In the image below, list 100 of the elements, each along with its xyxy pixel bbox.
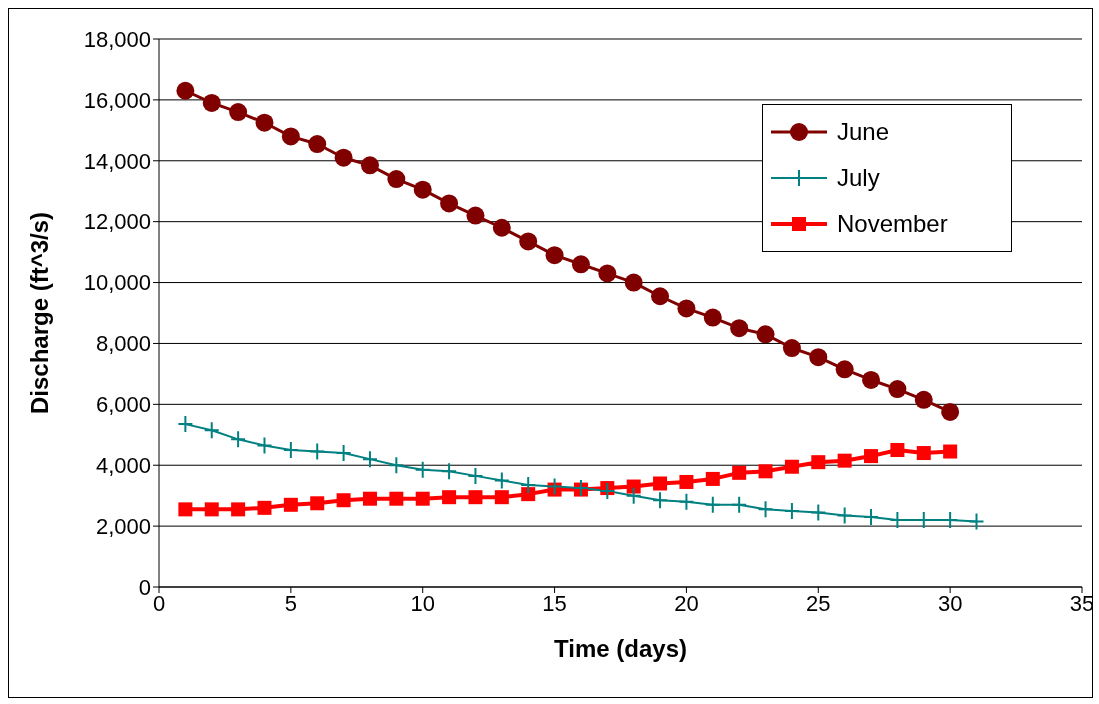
y-tick-label: 4,000 xyxy=(95,453,151,479)
point xyxy=(282,441,299,459)
point xyxy=(625,486,642,505)
point xyxy=(756,325,775,344)
point xyxy=(836,506,853,525)
point xyxy=(705,471,720,486)
point xyxy=(914,390,933,409)
point xyxy=(176,81,195,100)
point xyxy=(810,503,827,522)
point xyxy=(598,264,617,283)
point xyxy=(415,491,430,506)
point xyxy=(492,218,511,237)
point xyxy=(888,380,907,399)
point xyxy=(281,127,300,146)
point xyxy=(494,490,509,505)
point xyxy=(624,273,643,292)
point xyxy=(177,415,194,434)
x-tick-label: 5 xyxy=(284,590,297,616)
legend-label: July xyxy=(837,164,880,192)
point xyxy=(468,490,483,505)
point xyxy=(310,496,325,511)
point xyxy=(229,103,248,122)
point xyxy=(941,402,960,421)
legend-label: June xyxy=(837,118,890,146)
point xyxy=(783,501,800,520)
point xyxy=(571,255,590,274)
point xyxy=(784,459,799,474)
point xyxy=(677,299,696,318)
point xyxy=(388,456,405,475)
point xyxy=(809,348,828,367)
point xyxy=(758,464,773,479)
point xyxy=(283,497,298,512)
point xyxy=(521,487,536,502)
point xyxy=(230,430,247,449)
point xyxy=(467,466,484,485)
point xyxy=(890,443,905,457)
x-tick-label: 20 xyxy=(674,590,699,616)
point xyxy=(231,502,246,517)
point xyxy=(362,491,377,506)
x-axis-title: Time (days) xyxy=(554,635,687,662)
point xyxy=(256,436,273,455)
point xyxy=(255,113,274,132)
y-tick-label: 0 xyxy=(138,574,151,600)
point xyxy=(782,339,801,358)
x-tick-label: 15 xyxy=(542,590,567,616)
point xyxy=(704,495,721,514)
legend-label: November xyxy=(837,210,948,238)
point xyxy=(837,453,852,468)
point xyxy=(440,194,459,213)
y-tick-label: 10,000 xyxy=(83,270,151,296)
point xyxy=(651,287,670,306)
point xyxy=(308,135,327,154)
point xyxy=(943,444,958,459)
point xyxy=(202,93,221,112)
point xyxy=(599,482,616,501)
point xyxy=(389,491,404,506)
point xyxy=(361,450,378,469)
x-tick-label: 10 xyxy=(410,590,435,616)
y-tick-label: 8,000 xyxy=(95,331,151,357)
point xyxy=(414,460,431,479)
y-tick-label: 14,000 xyxy=(83,148,151,174)
point xyxy=(334,148,353,167)
point xyxy=(493,471,510,490)
point xyxy=(257,500,272,515)
point xyxy=(203,421,220,440)
point xyxy=(652,491,669,510)
point xyxy=(811,455,826,470)
point xyxy=(732,465,747,480)
point xyxy=(520,476,537,495)
point xyxy=(968,512,985,531)
point xyxy=(387,170,406,189)
y-tick-label: 12,000 xyxy=(83,209,151,235)
point xyxy=(863,507,880,526)
point xyxy=(336,493,351,508)
x-tick-label: 25 xyxy=(806,590,831,616)
point xyxy=(703,308,722,327)
point xyxy=(731,495,748,514)
x-tick-label: 30 xyxy=(937,590,963,616)
point xyxy=(519,232,538,251)
point xyxy=(546,477,563,496)
y-tick-label: 16,000 xyxy=(83,87,151,113)
point xyxy=(442,490,457,505)
point xyxy=(466,206,485,225)
point xyxy=(441,462,458,481)
point xyxy=(862,370,881,389)
point xyxy=(916,446,931,461)
point xyxy=(679,474,694,489)
y-tick-label: 18,000 xyxy=(83,26,151,52)
point xyxy=(757,500,774,519)
point xyxy=(835,360,854,379)
point xyxy=(360,156,379,175)
point xyxy=(653,476,668,491)
point xyxy=(730,319,749,338)
y-tick-label: 6,000 xyxy=(95,392,151,418)
y-tick-label: 2,000 xyxy=(95,513,151,539)
point xyxy=(626,479,641,494)
point xyxy=(309,442,326,461)
point xyxy=(545,246,564,265)
point xyxy=(178,502,193,517)
y-axis-title: Discharge (ft^3/s) xyxy=(25,211,53,415)
